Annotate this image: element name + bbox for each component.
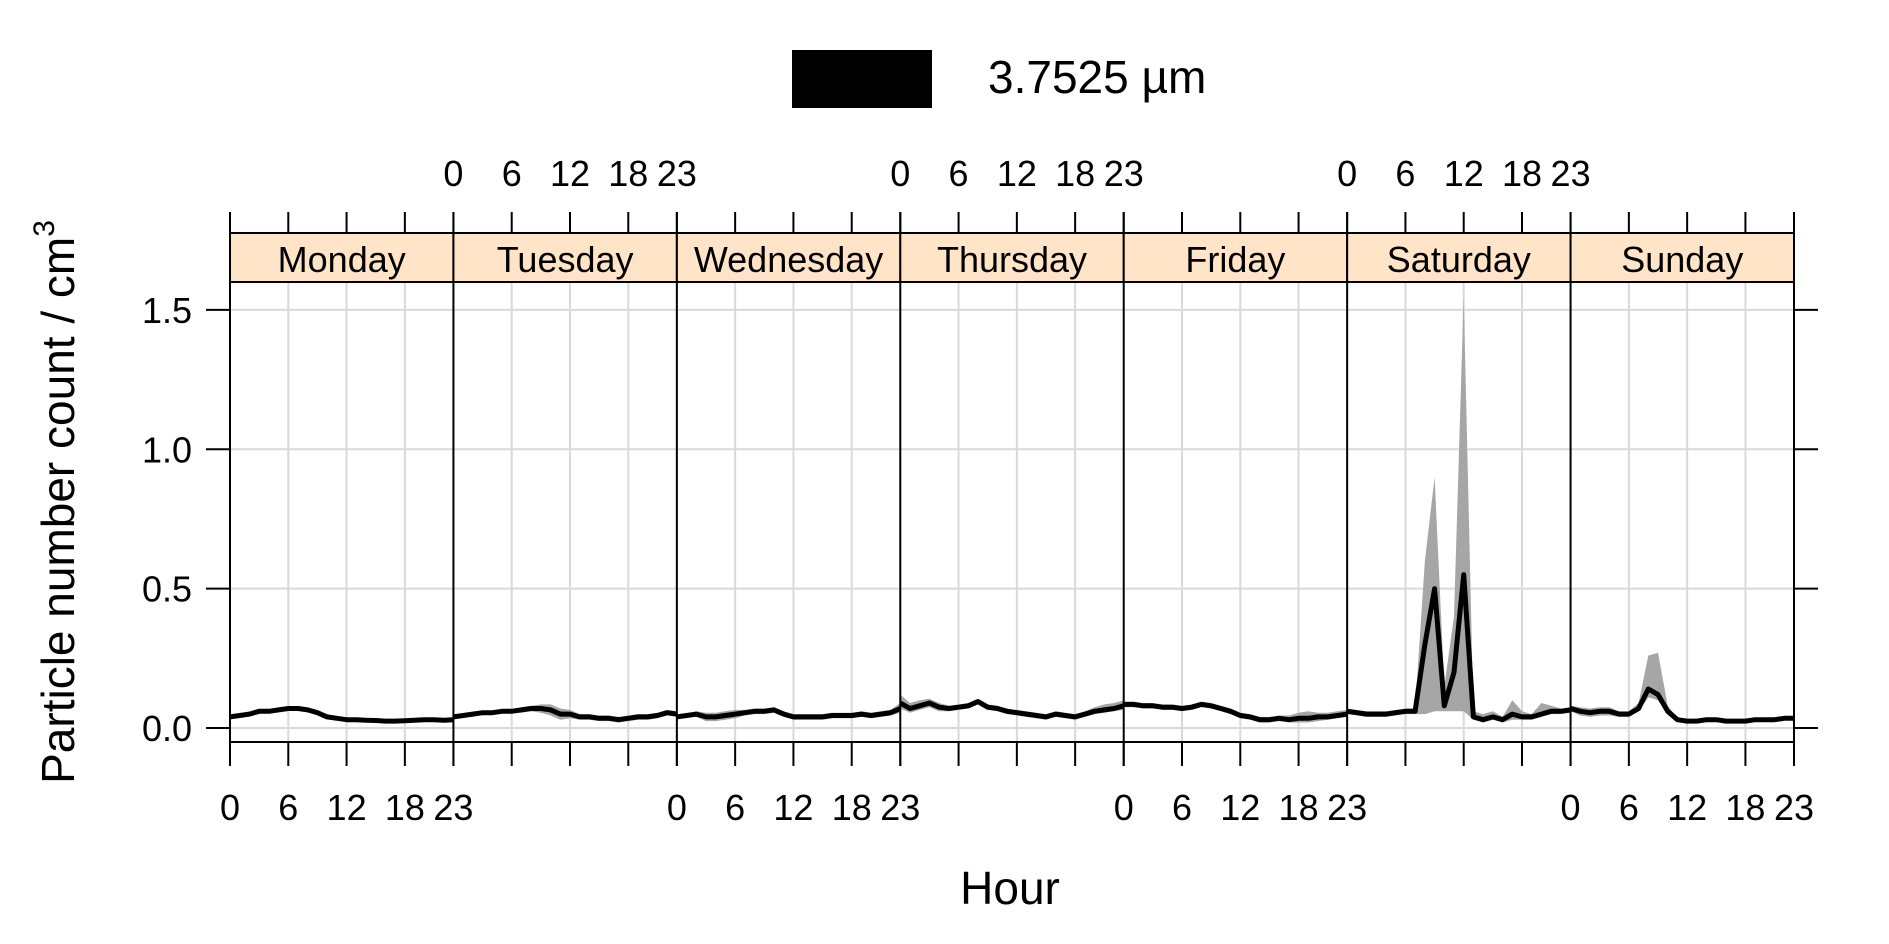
panel-wednesday [676,703,902,722]
strip-label: Wednesday [694,239,883,280]
strip-background [899,232,1125,283]
x-tick-label: 0 [220,787,240,828]
y-tick-label: 1.0 [142,429,192,470]
series-line [1346,572,1571,723]
x-tick-label: 0 [1337,153,1357,194]
x-axis-title: Hour [960,862,1060,914]
x-tick-label: 23 [1104,153,1144,194]
strip-monday: Monday [229,232,455,283]
x-tick-label: 12 [550,153,590,194]
x-tick-label: 0 [667,787,687,828]
x-tick-label: 18 [1279,787,1319,828]
strip-sunday: Sunday [1569,232,1795,283]
series-line [899,699,1125,720]
x-tick-label: 18 [608,153,648,194]
series-line [1123,701,1348,723]
x-tick-label: 6 [278,787,298,828]
strip-label: Friday [1185,239,1285,280]
strip-background [229,232,455,283]
x-tick-label: 18 [1502,153,1542,194]
strip-tuesday: Tuesday [452,232,678,283]
panel-friday [1123,701,1348,723]
x-tick-label: 12 [997,153,1037,194]
strip-wednesday: Wednesday [675,232,902,283]
strip-background [452,232,678,283]
strip-background [1346,232,1572,283]
plot-border [229,281,1795,743]
x-tick-label: 18 [832,787,872,828]
strip-thursday: Thursday [899,232,1125,283]
strip-saturday: Saturday [1346,232,1572,283]
x-tick-label: 0 [1114,787,1134,828]
legend: 3.7525 µm [792,50,1206,108]
x-tick-label: 23 [880,787,920,828]
strip-label: Monday [278,239,406,280]
strip-label: Thursday [937,239,1087,280]
y-tick-label: 0.0 [142,708,192,749]
legend-swatch [792,50,932,108]
x-tick-label: 12 [1667,787,1707,828]
strip-label: Saturday [1387,239,1531,280]
x-tick-label: 12 [773,787,813,828]
strip-friday: Friday [1122,232,1349,283]
grid [230,282,1794,742]
x-tick-label: 23 [1774,787,1814,828]
y-tick-label: 0.5 [142,569,192,610]
strip-background [1122,232,1349,283]
confidence-band [1570,652,1794,723]
series-line [1569,686,1794,724]
y-axis-label-superscript: 3 [28,220,61,237]
panel-sunday [1569,652,1794,724]
x-tick-label: 6 [1172,787,1192,828]
x-tick-label: 6 [1395,153,1415,194]
panel-monday [229,706,454,724]
x-tick-label: 0 [443,153,463,194]
y-axis-title: Particle number count / cm3 [28,220,84,784]
x-tick-label: 0 [1561,787,1581,828]
x-tick-label: 12 [327,787,367,828]
x-tick-label: 18 [385,787,425,828]
strip-label: Sunday [1621,239,1743,280]
x-tick-label: 0 [890,153,910,194]
x-tick-label: 6 [1619,787,1639,828]
panel-tuesday [453,704,678,723]
x-tick-label: 23 [1551,153,1591,194]
y-axis-label: Particle number count / cm [32,237,84,784]
x-tick-label: 23 [657,153,697,194]
plot-area: Monday Tuesday Wednesday Thursday Friday Satu… [142,153,1818,828]
strip-label: Tuesday [497,239,634,280]
x-tick-label: 18 [1725,787,1765,828]
series-line [229,706,454,724]
y-tick-label: 1.5 [142,290,192,331]
panel-thursday [899,694,1125,720]
panel-saturday [1346,295,1571,723]
x-tick-label: 23 [433,787,473,828]
x-tick-label: 12 [1444,153,1484,194]
x-tick-label: 12 [1220,787,1260,828]
legend-label: 3.7525 µm [988,51,1206,103]
x-tick-label: 6 [502,153,522,194]
x-tick-label: 6 [725,787,745,828]
x-tick-label: 23 [1327,787,1367,828]
x-tick-label: 18 [1055,153,1095,194]
confidence-band [1347,295,1571,723]
series-line [676,706,902,720]
svg-text:Particle number count / cm3: Particle number count / cm3 [28,220,84,784]
series-line [453,706,678,723]
x-tick-label: 6 [949,153,969,194]
strip-background [1569,232,1795,283]
